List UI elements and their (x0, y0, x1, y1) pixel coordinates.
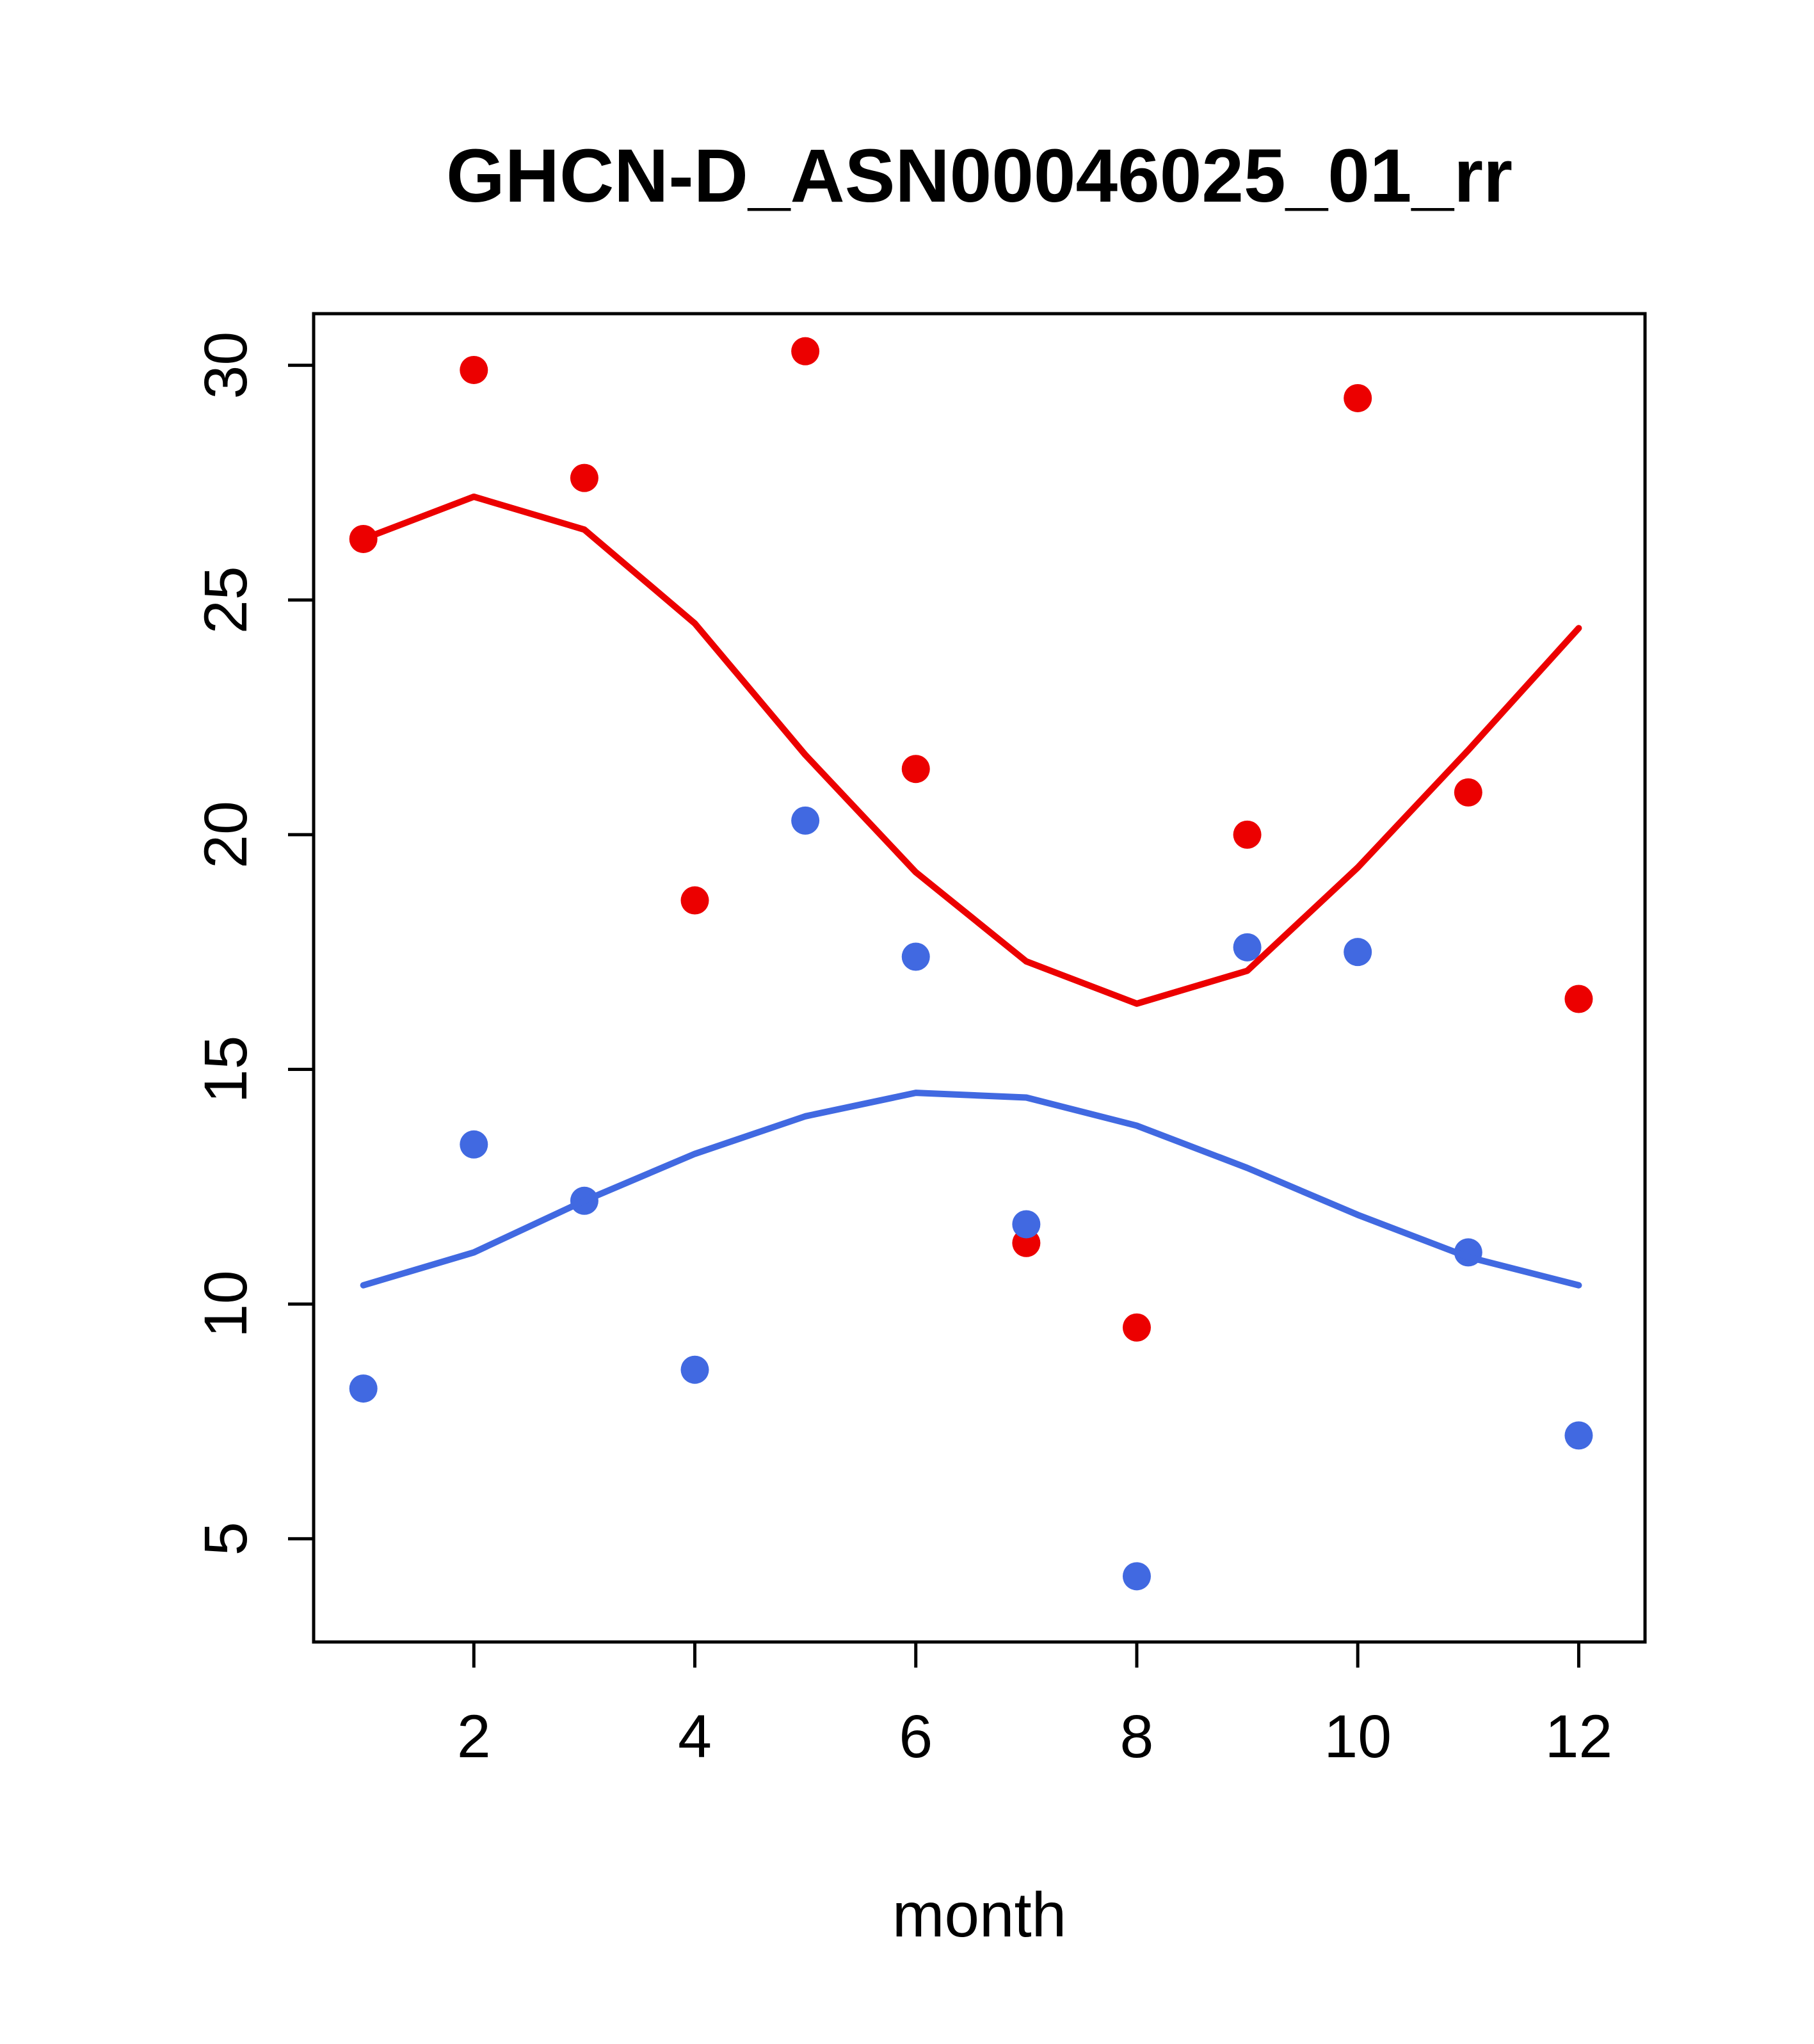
series-layer (349, 337, 1593, 1591)
y-tick-label: 25 (192, 566, 260, 634)
blue-scatter-point (1233, 933, 1262, 962)
blue-scatter-point (791, 806, 820, 835)
x-tick-label: 2 (457, 1703, 491, 1771)
y-tick-label: 10 (192, 1270, 260, 1338)
red-scatter-point (1564, 985, 1593, 1013)
blue-scatter-point (680, 1355, 709, 1384)
y-tick-label: 15 (192, 1036, 260, 1104)
blue-scatter-point (1012, 1210, 1041, 1239)
red-scatter-point (680, 886, 709, 915)
x-tick-label: 4 (678, 1703, 712, 1771)
red-scatter-point (460, 355, 488, 384)
blue-scatter-point (460, 1130, 488, 1159)
red-scatter-point (1122, 1313, 1151, 1342)
red-scatter-point (901, 755, 930, 784)
x-tick-label: 12 (1545, 1703, 1613, 1771)
blue-smooth-line (360, 1090, 1582, 1289)
y-tick-label: 30 (192, 332, 260, 399)
blue-scatter-point (349, 1374, 378, 1403)
blue-scatter-point (1122, 1562, 1151, 1591)
red-scatter-point (1344, 383, 1372, 412)
plot-box (312, 312, 1647, 1644)
red-scatter-point (1233, 820, 1262, 849)
blue-scatter-point (901, 942, 930, 971)
x-tick-label: 10 (1324, 1703, 1392, 1771)
y-tick-label: 5 (192, 1522, 260, 1556)
x-axis-label: month (892, 1879, 1066, 1950)
x-tick-label: 6 (899, 1703, 933, 1771)
x-tick-label: 8 (1120, 1703, 1154, 1771)
y-tick-label: 20 (192, 801, 260, 869)
axis-ticks: 2 4 6 8 10 12 5 10 15 20 25 30 (192, 332, 1612, 1771)
red-scatter-point (791, 337, 820, 366)
chart-title: GHCN-D_ASN00046025_01_rr (446, 134, 1513, 218)
blue-scatter-point (1564, 1421, 1593, 1450)
red-scatter-point (1454, 778, 1482, 807)
red-scatter-point (570, 463, 598, 492)
blue-scatter-point (1344, 938, 1372, 967)
red-smooth-line (360, 493, 1582, 1007)
